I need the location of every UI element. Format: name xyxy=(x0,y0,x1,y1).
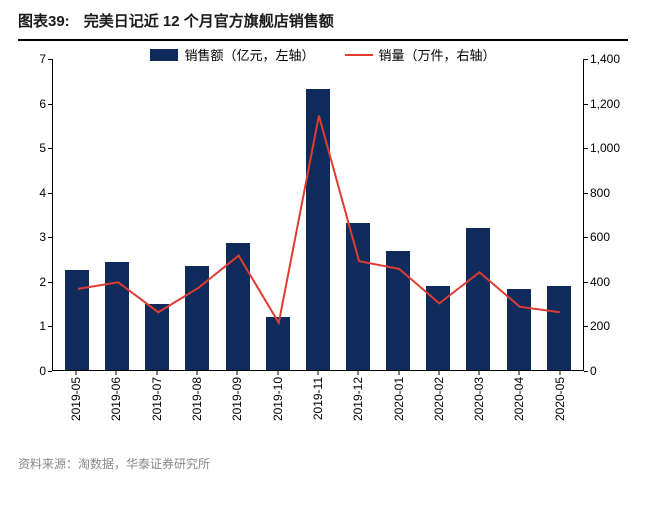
bar xyxy=(426,286,450,370)
y-axis-left: 01234567 xyxy=(18,59,52,371)
bar xyxy=(386,251,410,370)
y2-tick-label: 400 xyxy=(590,276,610,288)
figure-label: 图表39: xyxy=(18,10,70,31)
source-footer: 资料来源：淘数据，华泰证券研究所 xyxy=(0,429,646,472)
y2-tick-label: 200 xyxy=(590,320,610,332)
plot-area xyxy=(52,59,584,371)
chart-title: 完美日记近 12 个月官方旗舰店销售额 xyxy=(84,10,334,31)
y1-tick-label: 5 xyxy=(39,142,46,154)
y2-tick-label: 1,000 xyxy=(590,142,620,154)
y1-tick-label: 1 xyxy=(39,320,46,332)
bar xyxy=(346,223,370,370)
x-tick-label: 2020-01 xyxy=(392,377,406,421)
y1-tick-label: 0 xyxy=(39,365,46,377)
bars-container xyxy=(53,59,583,370)
y1-tick-label: 6 xyxy=(39,98,46,110)
chart-area: 销售额（亿元，左轴） 销量（万件，右轴） 01234567 0200400600… xyxy=(18,49,628,429)
x-tick-label: 2019-11 xyxy=(311,377,325,420)
y1-tick-label: 4 xyxy=(39,187,46,199)
legend-line-swatch xyxy=(345,54,373,56)
x-tick-label: 2019-12 xyxy=(351,377,365,421)
x-tick-label: 2019-10 xyxy=(271,377,285,421)
bar xyxy=(266,317,290,370)
y1-tick-label: 3 xyxy=(39,231,46,243)
y1-tick-label: 2 xyxy=(39,276,46,288)
legend-bar-swatch xyxy=(150,49,178,61)
legend-bar-item: 销售额（亿元，左轴） xyxy=(150,45,314,64)
y2-tick-label: 800 xyxy=(590,187,610,199)
legend-line-item: 销量（万件，右轴） xyxy=(345,45,496,64)
bar xyxy=(145,304,169,370)
chart-header: 图表39: 完美日记近 12 个月官方旗舰店销售额 xyxy=(0,0,646,39)
x-tick-label: 2019-06 xyxy=(109,377,123,421)
x-tick-label: 2020-03 xyxy=(472,377,486,421)
bar xyxy=(65,270,89,370)
bar xyxy=(547,286,571,370)
x-axis: 2019-05 2019-06 2019-07 2019-08 2019-09 2019-… xyxy=(52,371,584,429)
bar xyxy=(105,262,129,370)
legend-line-label: 销量（万件，右轴） xyxy=(379,45,496,64)
x-tick-label: 2020-04 xyxy=(512,377,526,421)
x-tick-label: 2019-07 xyxy=(150,377,164,421)
y2-tick-label: 1,200 xyxy=(590,98,620,110)
bar xyxy=(226,243,250,370)
y2-tick-label: 600 xyxy=(590,231,610,243)
x-tick-label: 2020-02 xyxy=(432,377,446,421)
legend: 销售额（亿元，左轴） 销量（万件，右轴） xyxy=(18,45,628,64)
bar xyxy=(185,266,209,370)
bar xyxy=(507,289,531,370)
y-axis-right: 02004006008001,0001,2001,400 xyxy=(584,59,628,371)
x-tick-label: 2019-08 xyxy=(190,377,204,421)
bar xyxy=(466,228,490,370)
x-tick-label: 2020-05 xyxy=(553,377,567,421)
header-rule xyxy=(18,39,628,41)
x-tick-label: 2019-09 xyxy=(230,377,244,421)
legend-bar-label: 销售额（亿元，左轴） xyxy=(184,45,314,64)
bar xyxy=(306,89,330,370)
x-tick-label: 2019-05 xyxy=(69,377,83,421)
y2-tick-label: 0 xyxy=(590,365,597,377)
